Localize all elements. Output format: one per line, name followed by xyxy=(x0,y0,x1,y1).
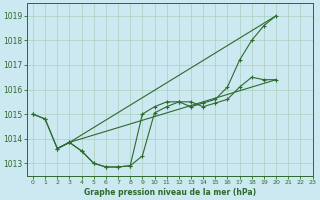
X-axis label: Graphe pression niveau de la mer (hPa): Graphe pression niveau de la mer (hPa) xyxy=(84,188,256,197)
